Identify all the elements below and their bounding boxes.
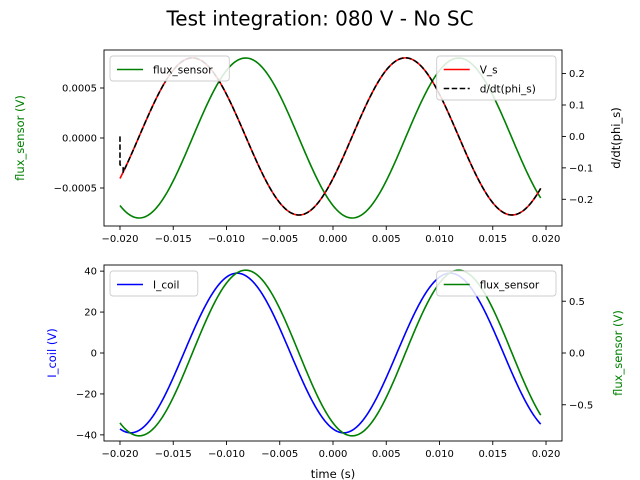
right-y-tick-label: 0.2: [569, 69, 585, 80]
x-tick-label: −0.005: [261, 449, 298, 460]
x-tick-label: 0.015: [478, 234, 507, 245]
legend-label-flux-sensor: flux_sensor: [153, 64, 213, 76]
x-tick-label: −0.010: [208, 449, 245, 460]
top-panel: −0.020 −0.015 −0.010 −0.005 0.000 0.005 0.010 0…: [13, 49, 623, 245]
left-y-axis-label: I_coil (V): [45, 328, 59, 377]
left-y-tick-label: 0.0000: [62, 134, 97, 145]
left-y-tick-label: 0.0005: [62, 84, 97, 95]
x-tick-label: 0.020: [532, 449, 561, 460]
left-y-tick-label: 40: [84, 267, 97, 278]
x-tick-label: −0.015: [155, 449, 192, 460]
legend-box: [109, 270, 199, 297]
x-tick-label: 0.020: [532, 234, 561, 245]
left-y-tick-label: −20: [76, 390, 97, 401]
right-y-tick-label: 0.5: [569, 297, 585, 308]
legend-box: [436, 55, 557, 101]
left-y-axis-label: flux_sensor (V): [13, 95, 27, 181]
x-tick-label: 0.010: [425, 449, 454, 460]
right-y-axis-label: d/dt(phi_s): [609, 107, 623, 168]
bottom-panel: −0.020 −0.015 −0.010 −0.005 0.000 0.005 0.010 0…: [45, 264, 625, 480]
x-tick-label: 0.015: [478, 449, 507, 460]
legend-label-v-s: V_s: [480, 64, 498, 76]
right-y-tick-label: −0.1: [569, 163, 593, 174]
legend-box: [109, 55, 230, 82]
x-tick-label: 0.000: [319, 234, 348, 245]
right-y-tick-label: 0.0: [569, 349, 585, 360]
legend-label-d-dt-phi-s: d/dt(phi_s): [480, 83, 536, 95]
left-y-tick-label: −0.0005: [54, 184, 97, 195]
x-tick-label: −0.010: [208, 234, 245, 245]
x-tick-label: −0.020: [101, 234, 138, 245]
right-y-tick-label: 0.1: [569, 101, 585, 112]
legend-box: [436, 270, 557, 297]
right-y-tick-label: 0.0: [569, 132, 585, 143]
x-tick-label: −0.015: [155, 234, 192, 245]
legend-label-i-coil: I_coil: [153, 279, 179, 291]
x-tick-label: 0.005: [372, 234, 401, 245]
left-y-tick-label: −40: [76, 430, 97, 441]
right-y-tick-label: −0.2: [569, 195, 593, 206]
x-tick-label: 0.005: [372, 449, 401, 460]
left-y-tick-label: 0: [91, 349, 97, 360]
figure-title: Test integration: 080 V - No SC: [165, 7, 473, 31]
legend-label-flux-sensor: flux_sensor: [480, 279, 540, 291]
right-y-tick-label: −0.5: [569, 400, 593, 411]
x-tick-label: −0.005: [261, 234, 298, 245]
x-tick-label: −0.020: [101, 449, 138, 460]
left-y-tick-label: 20: [84, 308, 97, 319]
x-tick-label: 0.000: [319, 449, 348, 460]
right-y-axis-label: flux_sensor (V): [611, 310, 625, 396]
x-tick-label: 0.010: [425, 234, 454, 245]
x-axis-label: time (s): [311, 467, 356, 480]
